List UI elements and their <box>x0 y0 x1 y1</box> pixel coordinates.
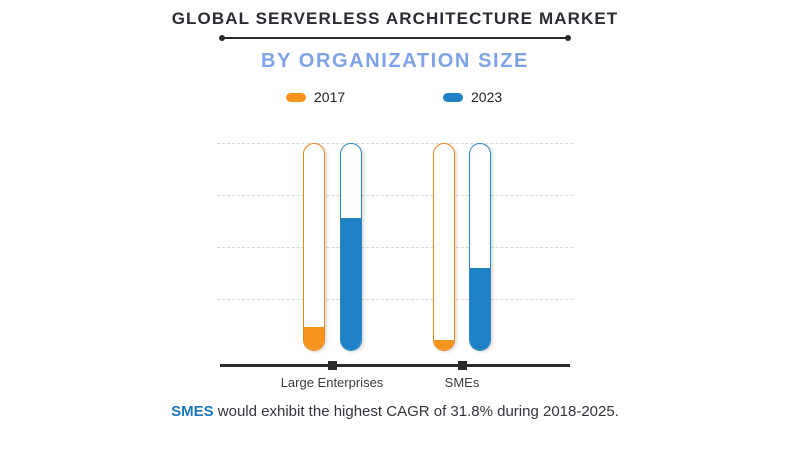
bar-fill <box>470 267 490 350</box>
footnote: SMES would exhibit the highest CAGR of 3… <box>0 403 790 420</box>
chart-plot-area <box>217 143 573 351</box>
bar-large-enterprises-2023 <box>340 143 362 351</box>
bar-smes-2017 <box>433 143 455 351</box>
category-label-smes: SMEs <box>444 375 480 390</box>
gridline <box>217 143 573 144</box>
bar-fill <box>434 339 454 350</box>
footnote-text: would exhibit the highest CAGR of 31.8% … <box>213 403 619 420</box>
legend-item-2023: 2023 <box>443 88 502 106</box>
bar-large-enterprises-2017 <box>303 143 325 351</box>
legend-swatch-2023 <box>443 92 463 102</box>
title-divider <box>219 35 571 41</box>
bar-smes-2023 <box>469 143 491 351</box>
x-axis-tick-large-enterprises <box>328 361 337 370</box>
page-subtitle: BY ORGANIZATION SIZE <box>261 50 529 72</box>
gridline <box>217 247 573 248</box>
legend-label-2017: 2017 <box>314 89 346 105</box>
legend-swatch-2017 <box>286 92 306 102</box>
divider-right-dot <box>565 35 571 41</box>
gridline <box>217 195 573 196</box>
legend-label-2023: 2023 <box>471 89 503 105</box>
divider-left-dot <box>219 35 225 41</box>
gridline <box>217 299 573 300</box>
x-axis-tick-smes <box>458 361 467 370</box>
footnote-highlight: SMES <box>171 403 214 420</box>
legend-item-2017: 2017 <box>286 88 345 106</box>
bar-fill <box>341 218 361 350</box>
x-axis-line <box>220 364 570 367</box>
page-title: GLOBAL SERVERLESS ARCHITECTURE MARKET <box>171 9 619 28</box>
category-label-large-enterprises: Large Enterprises <box>280 375 384 390</box>
bar-fill <box>304 327 324 350</box>
